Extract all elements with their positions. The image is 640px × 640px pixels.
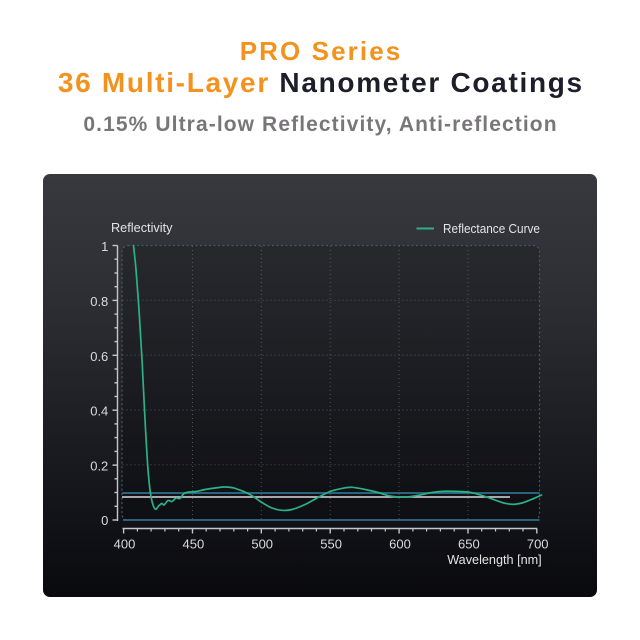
svg-text:550: 550 — [320, 537, 342, 552]
svg-text:Reflectance Curve: Reflectance Curve — [443, 221, 540, 236]
svg-text:600: 600 — [389, 537, 411, 552]
svg-text:0.8: 0.8 — [90, 294, 108, 309]
svg-text:Wavelength [nm]: Wavelength [nm] — [447, 552, 542, 567]
svg-text:450: 450 — [183, 537, 205, 552]
svg-text:400: 400 — [114, 537, 136, 552]
svg-text:650: 650 — [458, 537, 480, 552]
svg-text:700: 700 — [527, 537, 549, 552]
svg-text:0.2: 0.2 — [90, 458, 108, 473]
svg-text:500: 500 — [251, 537, 273, 552]
svg-text:1: 1 — [101, 239, 108, 254]
svg-text:0.4: 0.4 — [90, 404, 108, 419]
svg-text:0.6: 0.6 — [90, 349, 108, 364]
svg-text:0: 0 — [101, 513, 108, 528]
svg-text:Reflectivity: Reflectivity — [111, 220, 173, 235]
